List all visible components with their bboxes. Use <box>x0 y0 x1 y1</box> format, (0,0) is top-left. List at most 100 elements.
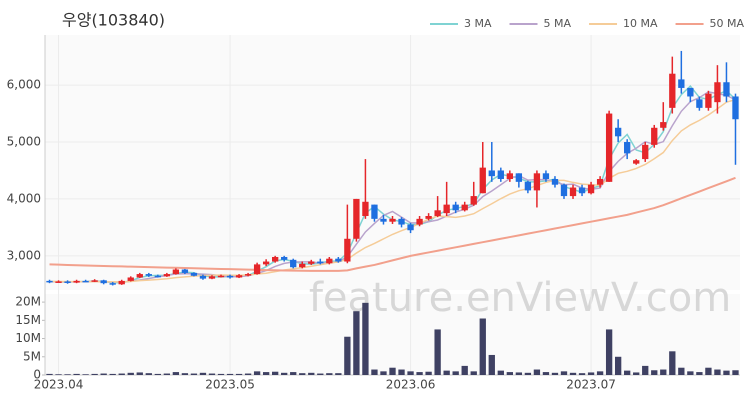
candle-body <box>434 210 441 217</box>
volume-bar <box>488 354 495 375</box>
candle-body <box>109 283 116 285</box>
volume-bar <box>380 371 387 375</box>
candle-body <box>488 170 495 177</box>
candle-body <box>172 269 180 275</box>
legend-label: 3 MA <box>464 17 492 30</box>
volume-bar <box>181 373 189 375</box>
candle-body <box>199 275 207 279</box>
candle-body <box>669 73 676 108</box>
plot-area <box>45 35 740 290</box>
y-tick-label: 5,000 <box>7 135 41 149</box>
volume-bar <box>290 372 297 375</box>
volume-bar <box>272 371 279 375</box>
candle-body <box>461 204 468 211</box>
candle-body <box>443 204 450 214</box>
y-tick-label: 6,000 <box>7 78 41 92</box>
candle-body <box>723 82 730 97</box>
legend-label: 50 MA <box>710 17 745 30</box>
candle-body <box>705 93 712 108</box>
volume-bar <box>326 373 333 375</box>
volume-bar <box>434 329 441 375</box>
x-tick-label: 2023.06 <box>386 378 436 392</box>
candle-body <box>515 173 523 182</box>
volume-bar <box>73 373 80 375</box>
volume-bar <box>524 372 532 375</box>
volume-bar <box>398 369 405 375</box>
candle-body <box>299 263 306 268</box>
volume-bar <box>506 372 513 375</box>
candle-body <box>208 276 216 279</box>
volume-bar <box>452 371 459 375</box>
volume-bar <box>127 372 134 375</box>
candle-body <box>470 196 477 205</box>
volume-bar <box>569 372 577 375</box>
chart-title: 우양(103840) <box>62 11 165 30</box>
volume-bar <box>353 311 360 375</box>
candle-body <box>714 82 721 103</box>
candle-body <box>497 170 504 180</box>
volume-bar <box>515 372 523 375</box>
volume-bar <box>82 374 89 375</box>
candle-body <box>371 204 378 219</box>
candle-body <box>226 275 234 278</box>
volume-bar <box>262 372 270 375</box>
candle-body <box>100 280 107 284</box>
candle-body <box>272 256 279 262</box>
volume-bar <box>235 373 243 375</box>
volume-bar <box>461 365 468 375</box>
candle-body <box>353 198 360 239</box>
volume-bar <box>163 373 171 375</box>
volume-bar <box>217 373 225 375</box>
candle-body <box>732 96 739 120</box>
volume-bar <box>317 373 324 375</box>
volume-bar <box>308 372 315 375</box>
volume-bar <box>678 367 685 375</box>
volume-bar <box>551 372 559 375</box>
candle-body <box>46 280 53 283</box>
candle-body <box>253 264 261 275</box>
candle-body <box>560 184 568 197</box>
candle-body <box>596 179 604 185</box>
candle-body <box>614 127 622 137</box>
candle-body <box>136 274 143 278</box>
volume-bar <box>624 370 631 375</box>
ma-line <box>49 176 736 272</box>
candle-body <box>624 142 631 154</box>
volume-bar <box>172 372 180 375</box>
volume-bar <box>281 372 288 375</box>
candle-body <box>154 275 161 278</box>
volume-bar <box>651 370 658 375</box>
volume-bar <box>118 373 125 375</box>
volume-bar <box>578 373 586 375</box>
y-tick-label: 4,000 <box>7 191 41 205</box>
candle-body <box>190 272 198 276</box>
volume-bar <box>470 371 477 375</box>
candle-body <box>317 261 324 264</box>
volume-bar <box>407 371 414 375</box>
candle-body <box>425 216 432 219</box>
volume-bar <box>55 374 62 375</box>
volume-bar <box>389 367 396 375</box>
candle-body <box>163 274 171 277</box>
volume-bar <box>136 372 143 375</box>
candle-body <box>145 274 152 276</box>
candle-body <box>407 224 414 231</box>
volume-bar <box>371 369 378 375</box>
volume-bar <box>669 351 676 375</box>
volume-bar <box>633 372 640 375</box>
candle-body <box>380 218 387 222</box>
candle-body <box>542 173 550 180</box>
volume-area <box>45 294 740 375</box>
y-tick-label: 3,000 <box>7 248 41 262</box>
candle-body <box>344 238 351 262</box>
volume-tick-label: 5M <box>23 349 41 363</box>
volume-bar <box>714 369 721 375</box>
volume-bar <box>533 369 541 375</box>
x-tick-label: 2023.05 <box>205 378 255 392</box>
candle-body <box>281 256 288 260</box>
candle-body <box>696 99 703 108</box>
candle-body <box>452 204 459 211</box>
candle-body <box>524 181 532 191</box>
